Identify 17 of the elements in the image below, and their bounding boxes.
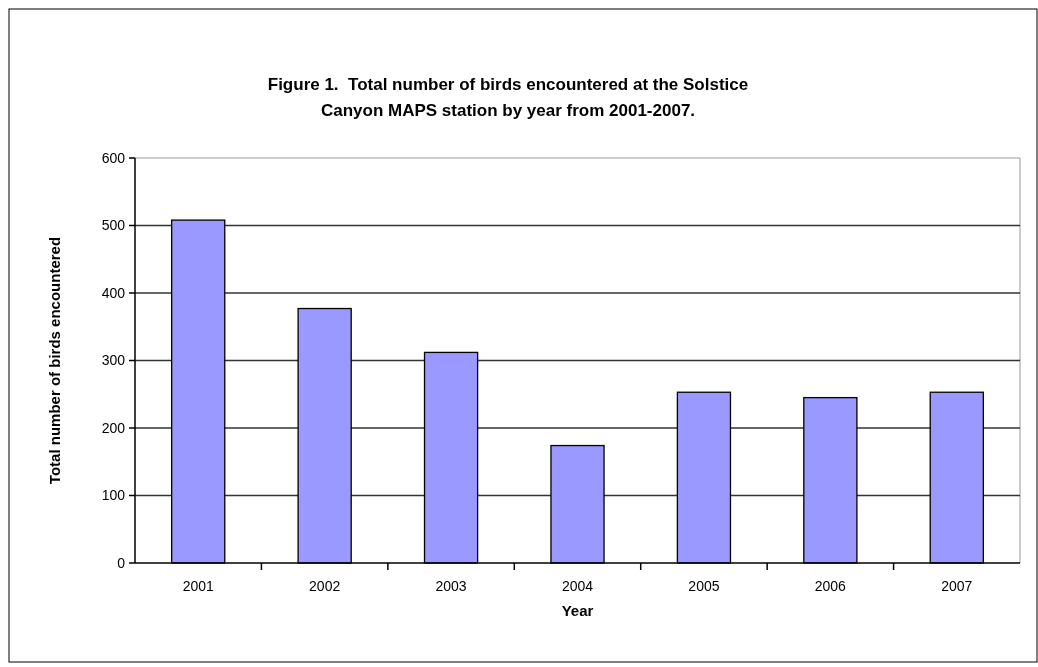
y-tick-label: 0: [117, 554, 126, 571]
y-tick-label: 300: [101, 352, 126, 369]
x-tick-label: 2006: [814, 578, 847, 594]
x-axis-title: Year: [561, 602, 594, 619]
x-tick-label: 2007: [941, 578, 973, 594]
y-tick-label: 400: [101, 284, 126, 301]
x-tick-label: 2003: [435, 578, 467, 594]
y-tick-label: 200: [101, 419, 126, 436]
x-tick-label: 2001: [182, 578, 214, 594]
x-tick-label: 2004: [561, 578, 594, 594]
x-tick-label: 2002: [309, 578, 341, 594]
y-axis-title: Total number of birds encountered: [46, 236, 63, 485]
chart-title: Figure 1. Total number of birds encountered at the Solstice Canyon MAPS station by year from 2001-2007.: [267, 75, 749, 120]
x-tick-label: 2005: [688, 578, 720, 594]
y-tick-label: 100: [101, 487, 126, 504]
y-tick-label: 600: [101, 149, 126, 166]
y-tick-label: 500: [101, 217, 126, 234]
